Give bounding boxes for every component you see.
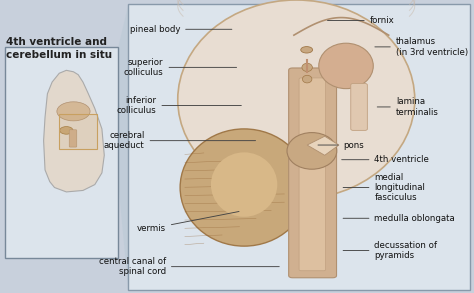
Ellipse shape bbox=[57, 102, 90, 121]
Polygon shape bbox=[44, 70, 104, 192]
FancyBboxPatch shape bbox=[299, 78, 326, 271]
Text: decussation of
pyramids: decussation of pyramids bbox=[343, 241, 438, 260]
Polygon shape bbox=[307, 136, 339, 155]
Ellipse shape bbox=[60, 127, 73, 134]
Text: pons: pons bbox=[318, 141, 365, 149]
Ellipse shape bbox=[319, 43, 374, 88]
Text: 4th ventricle and
cerebellum in situ: 4th ventricle and cerebellum in situ bbox=[6, 37, 112, 60]
Text: cerebral
aqueduct: cerebral aqueduct bbox=[104, 131, 255, 150]
Ellipse shape bbox=[287, 132, 337, 169]
Ellipse shape bbox=[178, 0, 415, 199]
Text: inferior
colliculus: inferior colliculus bbox=[117, 96, 241, 115]
FancyBboxPatch shape bbox=[69, 130, 77, 147]
Text: medial
longitudinal
fasciculus: medial longitudinal fasciculus bbox=[343, 173, 425, 202]
Polygon shape bbox=[118, 6, 128, 287]
FancyBboxPatch shape bbox=[289, 68, 337, 278]
Text: medulla oblongata: medulla oblongata bbox=[343, 214, 455, 223]
FancyBboxPatch shape bbox=[128, 4, 470, 290]
Ellipse shape bbox=[302, 63, 312, 71]
Text: lamina
terminalis: lamina terminalis bbox=[377, 97, 438, 117]
Ellipse shape bbox=[302, 75, 312, 83]
Ellipse shape bbox=[211, 152, 277, 217]
Text: 4th ventricle: 4th ventricle bbox=[342, 155, 429, 164]
Ellipse shape bbox=[301, 47, 313, 53]
Text: central canal of
spinal cord: central canal of spinal cord bbox=[99, 257, 279, 276]
Text: vermis: vermis bbox=[137, 212, 239, 233]
Text: fornix: fornix bbox=[328, 16, 394, 25]
FancyBboxPatch shape bbox=[5, 47, 118, 258]
Ellipse shape bbox=[180, 129, 308, 246]
Text: pineal body: pineal body bbox=[129, 25, 232, 34]
FancyBboxPatch shape bbox=[351, 84, 367, 130]
Text: thalamus
(in 3rd ventricle): thalamus (in 3rd ventricle) bbox=[375, 37, 468, 57]
Text: superior
colliculus: superior colliculus bbox=[124, 58, 237, 77]
FancyBboxPatch shape bbox=[59, 114, 97, 149]
